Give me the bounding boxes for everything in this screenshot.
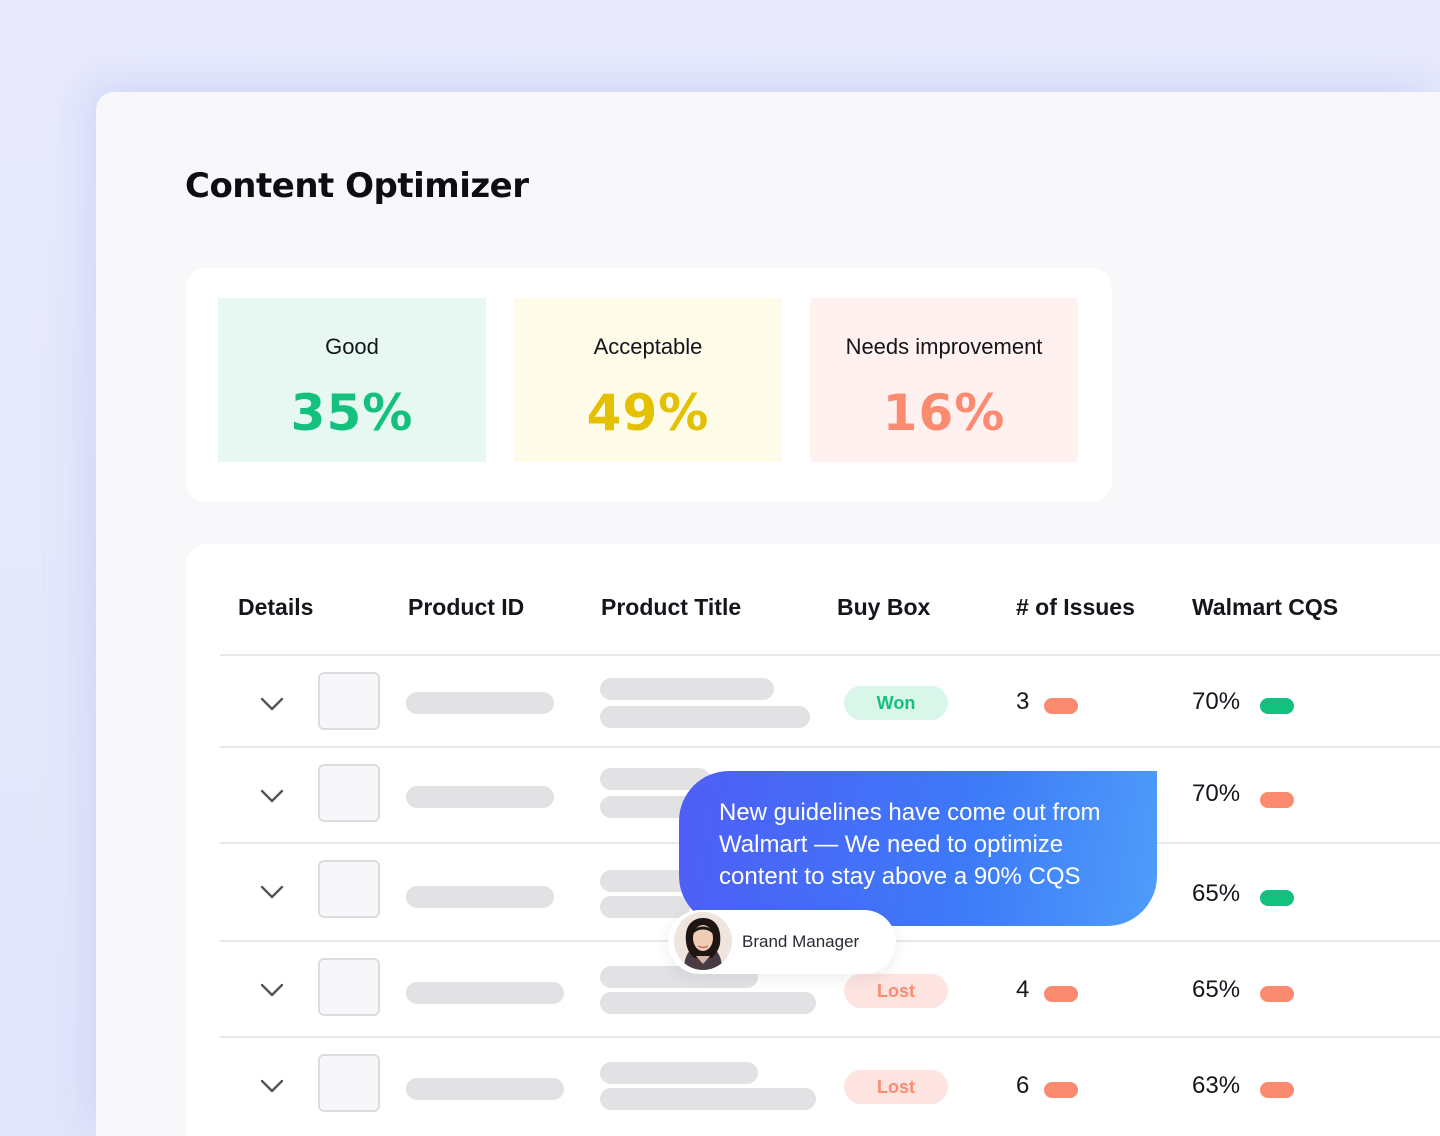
- stat-acceptable-value: 49%: [586, 384, 710, 442]
- issues-status-indicator: [1044, 698, 1078, 714]
- stat-needs-improvement: Needs improvement 16%: [810, 298, 1078, 462]
- product-title-placeholder: [600, 678, 774, 700]
- chevron-down-icon[interactable]: [260, 978, 284, 1002]
- product-title-placeholder: [600, 1062, 758, 1084]
- cqs-value: 70%: [1192, 780, 1241, 807]
- cqs-value: 70%: [1192, 688, 1241, 715]
- cqs-value: 65%: [1192, 976, 1241, 1003]
- page-title: Content Optimizer: [185, 166, 529, 206]
- stat-acceptable: Acceptable 49%: [514, 298, 782, 462]
- product-title-placeholder: [600, 1088, 816, 1110]
- product-thumbnail: [318, 672, 380, 730]
- message-author: Brand Manager: [668, 910, 896, 974]
- issues-count: 3: [1016, 688, 1030, 715]
- product-id-placeholder: [406, 886, 554, 908]
- cqs-status-indicator: [1260, 986, 1294, 1002]
- chevron-down-icon[interactable]: [260, 880, 284, 904]
- stat-needs-improvement-value: 16%: [882, 384, 1006, 442]
- message-text: New guidelines have come out from Walmar…: [719, 799, 1101, 890]
- chevron-down-icon[interactable]: [260, 784, 284, 808]
- header-product-id[interactable]: Product ID: [408, 594, 525, 620]
- chevron-down-icon[interactable]: [260, 692, 284, 716]
- avatar-portrait: [674, 912, 732, 970]
- buy-box-badge: Won: [844, 686, 948, 720]
- cqs-status-indicator: [1260, 1082, 1294, 1098]
- header-details[interactable]: Details: [238, 594, 314, 620]
- product-title-placeholder: [600, 768, 710, 790]
- header-walmart-cqs[interactable]: Walmart CQS: [1192, 594, 1339, 620]
- product-title-placeholder: [600, 896, 690, 918]
- product-id-placeholder: [406, 1078, 564, 1100]
- product-title-placeholder: [600, 870, 690, 892]
- table-row: Won 3 70%: [220, 654, 1440, 750]
- product-title-placeholder: [600, 992, 816, 1014]
- product-id-placeholder: [406, 982, 564, 1004]
- stat-needs-improvement-label: Needs improvement: [845, 334, 1043, 359]
- stat-acceptable-label: Acceptable: [593, 334, 703, 359]
- buy-box-badge: Lost: [844, 974, 948, 1008]
- table-row: Lost 6 63%: [220, 1036, 1440, 1132]
- summary-card: Good 35% Acceptable 49% Needs improvemen…: [186, 268, 1112, 502]
- cqs-status-indicator: [1260, 890, 1294, 906]
- cqs-value: 63%: [1192, 1072, 1241, 1099]
- cqs-status-indicator: [1260, 792, 1294, 808]
- avatar: [674, 912, 732, 970]
- products-table: Details Product ID Product Title Buy Box…: [186, 544, 1440, 1136]
- product-id-placeholder: [406, 692, 554, 714]
- issues-count: 6: [1016, 1072, 1030, 1099]
- cqs-value: 65%: [1192, 880, 1241, 907]
- cqs-status-indicator: [1260, 698, 1294, 714]
- author-label: Brand Manager: [742, 932, 860, 951]
- product-thumbnail: [318, 958, 380, 1016]
- product-title-placeholder: [600, 706, 810, 728]
- issues-count: 4: [1016, 976, 1030, 1003]
- stat-good: Good 35%: [218, 298, 486, 462]
- product-thumbnail: [318, 764, 380, 822]
- issues-status-indicator: [1044, 986, 1078, 1002]
- message-bubble: New guidelines have come out from Walmar…: [679, 771, 1157, 926]
- header-product-title[interactable]: Product Title: [601, 594, 742, 620]
- issues-status-indicator: [1044, 1082, 1078, 1098]
- stat-good-label: Good: [325, 334, 379, 359]
- product-thumbnail: [318, 1054, 380, 1112]
- chevron-down-icon[interactable]: [260, 1074, 284, 1098]
- stat-good-value: 35%: [290, 384, 414, 442]
- header-issues[interactable]: # of Issues: [1016, 594, 1135, 620]
- header-buy-box[interactable]: Buy Box: [837, 594, 931, 620]
- product-thumbnail: [318, 860, 380, 918]
- buy-box-badge: Lost: [844, 1070, 948, 1104]
- table-row: 65%: [220, 842, 1440, 938]
- product-id-placeholder: [406, 786, 554, 808]
